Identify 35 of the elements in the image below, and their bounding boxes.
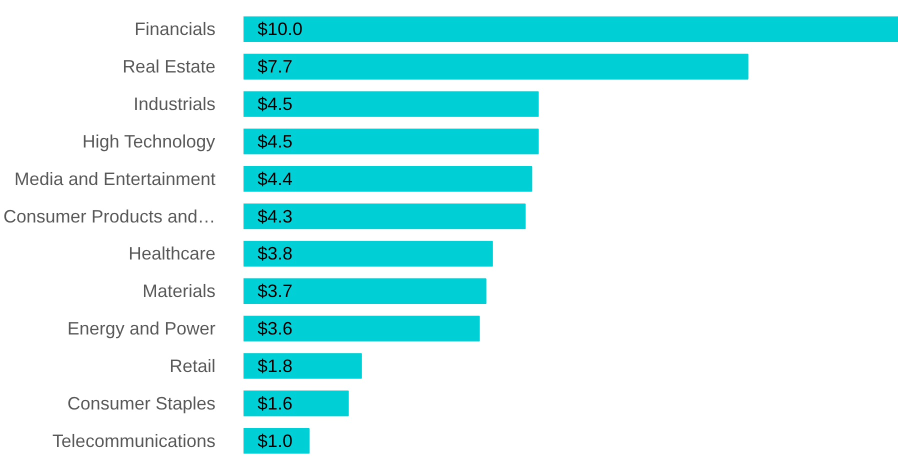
data-label: $4.5: [258, 94, 293, 114]
y-tick-label: Consumer Staples: [67, 393, 216, 414]
data-label: $1.0: [258, 430, 293, 451]
bar: [244, 390, 349, 416]
y-tick-label: Retail: [169, 356, 216, 376]
bar: [244, 54, 748, 80]
y-tick-label: Industrials: [133, 94, 216, 114]
y-tick-label: Materials: [142, 281, 216, 302]
y-tick-label: Healthcare: [128, 244, 216, 264]
bar: [244, 203, 526, 230]
data-label: $4.3: [258, 206, 293, 226]
y-tick-label: Media and Entertainment: [14, 168, 216, 189]
y-tick-label: Energy and Power: [67, 318, 216, 339]
data-label: $4.5: [258, 131, 293, 152]
y-tick-label: Real Estate: [122, 56, 216, 77]
bar: [244, 278, 486, 304]
data-label: $1.8: [258, 356, 293, 376]
bar: [244, 353, 362, 379]
data-label: $4.4: [258, 168, 293, 189]
data-label: $10.0: [258, 19, 303, 40]
data-label: $3.6: [258, 318, 293, 339]
data-label: $7.7: [258, 56, 293, 77]
y-tick-label: High Technology: [82, 131, 216, 152]
bar: [244, 166, 532, 192]
data-label: $3.7: [258, 281, 293, 302]
bar: [244, 128, 539, 154]
bar: [244, 240, 493, 267]
y-tick-label: Consumer Products and…: [3, 206, 216, 226]
bar: [244, 16, 898, 42]
data-label: $3.8: [258, 244, 293, 264]
y-tick-label: Financials: [134, 19, 216, 40]
bar: [244, 316, 480, 342]
y-tick-label: Telecommunications: [52, 430, 216, 451]
bar: [244, 91, 539, 117]
data-label: $1.6: [258, 393, 293, 414]
